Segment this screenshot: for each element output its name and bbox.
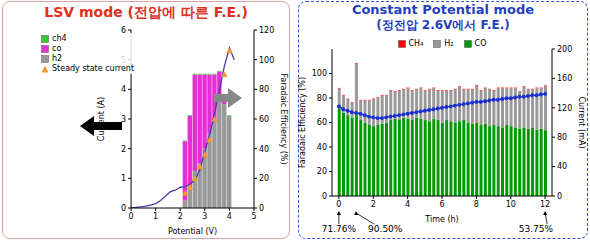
svg-text:200: 200 — [557, 45, 572, 54]
svg-text:Current (mA): Current (mA) — [577, 96, 582, 148]
svg-text:120: 120 — [557, 104, 572, 113]
svg-text:100: 100 — [259, 56, 274, 65]
svg-text:20: 20 — [259, 174, 269, 183]
svg-text:53.75%: 53.75% — [519, 224, 554, 234]
svg-text:80: 80 — [557, 133, 567, 142]
svg-text:20: 20 — [317, 167, 327, 176]
html-text:h2: h2 — [52, 54, 63, 63]
svg-text:0: 0 — [121, 204, 126, 213]
html-text:CO: CO — [474, 39, 487, 48]
svg-text:0: 0 — [557, 192, 562, 201]
svg-text:60: 60 — [317, 118, 327, 127]
svg-text:2: 2 — [178, 212, 183, 221]
svg-text:Time (h): Time (h) — [424, 215, 458, 224]
svg-text:12: 12 — [540, 200, 550, 209]
svg-text:5: 5 — [251, 212, 256, 221]
svg-text:120: 120 — [259, 26, 274, 35]
svg-text:80: 80 — [259, 85, 269, 94]
svg-text:2: 2 — [121, 145, 126, 154]
svg-text:10: 10 — [506, 200, 516, 209]
svg-text:4: 4 — [405, 200, 410, 209]
html-text:LSV mode (전압에 따른 F.E.): LSV mode (전압에 따른 F.E.) — [44, 4, 248, 20]
svg-text:0: 0 — [129, 212, 134, 221]
html-text:Constant Potential mode: Constant Potential mode — [351, 2, 535, 17]
svg-text:80: 80 — [317, 94, 327, 103]
svg-text:40: 40 — [259, 145, 269, 154]
html-text:Steady state current: Steady state current — [52, 64, 135, 73]
svg-text:2: 2 — [371, 200, 376, 209]
svg-text:1: 1 — [121, 174, 126, 183]
svg-text:0: 0 — [259, 204, 264, 213]
svg-text:Current (A): Current (A) — [97, 97, 106, 141]
svg-text:3: 3 — [121, 115, 126, 124]
html-text:(정전압 2.6V에서 F.E.): (정전압 2.6V에서 F.E.) — [376, 18, 510, 32]
svg-text:71.76%: 71.76% — [322, 224, 357, 234]
svg-text:Faradaic Efficiency (%): Faradaic Efficiency (%) — [298, 77, 307, 168]
svg-text:Potential (V): Potential (V) — [168, 227, 217, 236]
svg-text:4: 4 — [227, 212, 232, 221]
svg-text:5: 5 — [121, 56, 126, 65]
svg-text:3: 3 — [202, 212, 207, 221]
svg-text:6: 6 — [439, 200, 444, 209]
svg-text:100: 100 — [312, 69, 327, 78]
svg-text:Faradaic Efficiency (%): Faradaic Efficiency (%) — [279, 73, 288, 164]
html-text:CH₄: CH₄ — [408, 39, 424, 48]
svg-text:40: 40 — [317, 143, 327, 152]
svg-text:8: 8 — [474, 200, 479, 209]
svg-text:1: 1 — [153, 212, 158, 221]
html-text:H₂: H₂ — [444, 39, 454, 48]
svg-text:0: 0 — [322, 192, 327, 201]
svg-text:4: 4 — [121, 85, 126, 94]
html-text:co: co — [52, 44, 62, 53]
svg-text:6: 6 — [121, 26, 126, 35]
svg-text:40: 40 — [557, 162, 567, 171]
svg-text:160: 160 — [557, 74, 572, 83]
svg-text:60: 60 — [259, 115, 269, 124]
html-text:ch4: ch4 — [52, 34, 67, 43]
svg-text:90.50%: 90.50% — [368, 224, 403, 234]
svg-text:0: 0 — [336, 200, 341, 209]
